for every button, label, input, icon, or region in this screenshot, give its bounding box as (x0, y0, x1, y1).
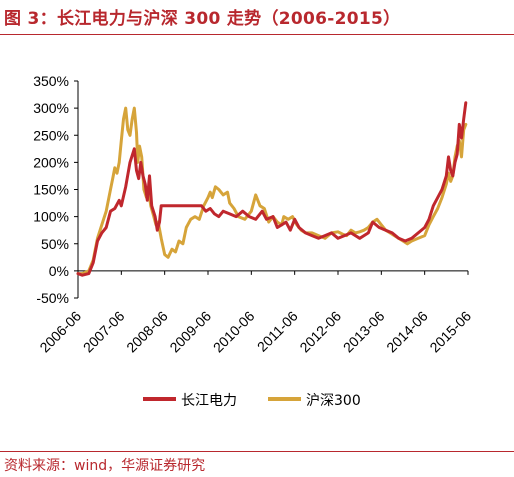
y-tick-label: 250% (33, 127, 69, 143)
legend-label: 沪深300 (306, 393, 361, 409)
y-tick-label: -50% (36, 290, 69, 306)
title-divider (0, 34, 514, 35)
x-tick-label: 2009-06 (166, 308, 214, 356)
x-tick-label: 2010-06 (210, 308, 258, 356)
y-tick-label: 100% (33, 209, 69, 225)
x-tick-label: 2008-06 (123, 308, 171, 356)
legend-item-hs300: 沪深300 (268, 393, 361, 409)
y-tick-label: 200% (33, 154, 69, 170)
legend: 长江电力 沪深300 (143, 393, 361, 409)
y-tick-label: 350% (33, 73, 69, 89)
source-note: 资料来源：wind，华源证券研究 (4, 458, 206, 474)
y-axis: -50% 0% 50% 100% 150% 200% 250% 300% 350% (33, 73, 79, 306)
x-tick-label: 2015-06 (426, 308, 474, 356)
y-tick-label: 0% (49, 263, 69, 279)
y-tick-label: 50% (41, 236, 69, 252)
series-line-cjdl (76, 101, 468, 277)
legend-item-cjdl: 长江电力 (143, 393, 237, 409)
figure-title: 图 3：长江电力与沪深 300 走势（2006-2015） (4, 9, 401, 29)
x-tick-label: 2006-06 (36, 308, 84, 356)
series-line-hs300 (76, 106, 468, 276)
x-tick-label: 2012-06 (296, 308, 344, 356)
x-tick-label: 2014-06 (383, 308, 431, 356)
series-layer (76, 101, 468, 277)
x-tick-label: 2011-06 (254, 308, 301, 355)
legend-label: 长江电力 (181, 393, 237, 409)
x-axis: 2006-062007-062008-062009-062010-062011-… (36, 270, 474, 356)
x-tick-label: 2013-06 (340, 308, 388, 356)
line-chart: -50% 0% 50% 100% 150% 200% 250% 300% 350% 2006-0… (33, 73, 474, 409)
y-tick-label: 150% (33, 182, 69, 198)
x-tick-label: 2007-06 (80, 308, 128, 356)
source-divider (0, 451, 514, 452)
y-tick-label: 300% (33, 100, 69, 116)
